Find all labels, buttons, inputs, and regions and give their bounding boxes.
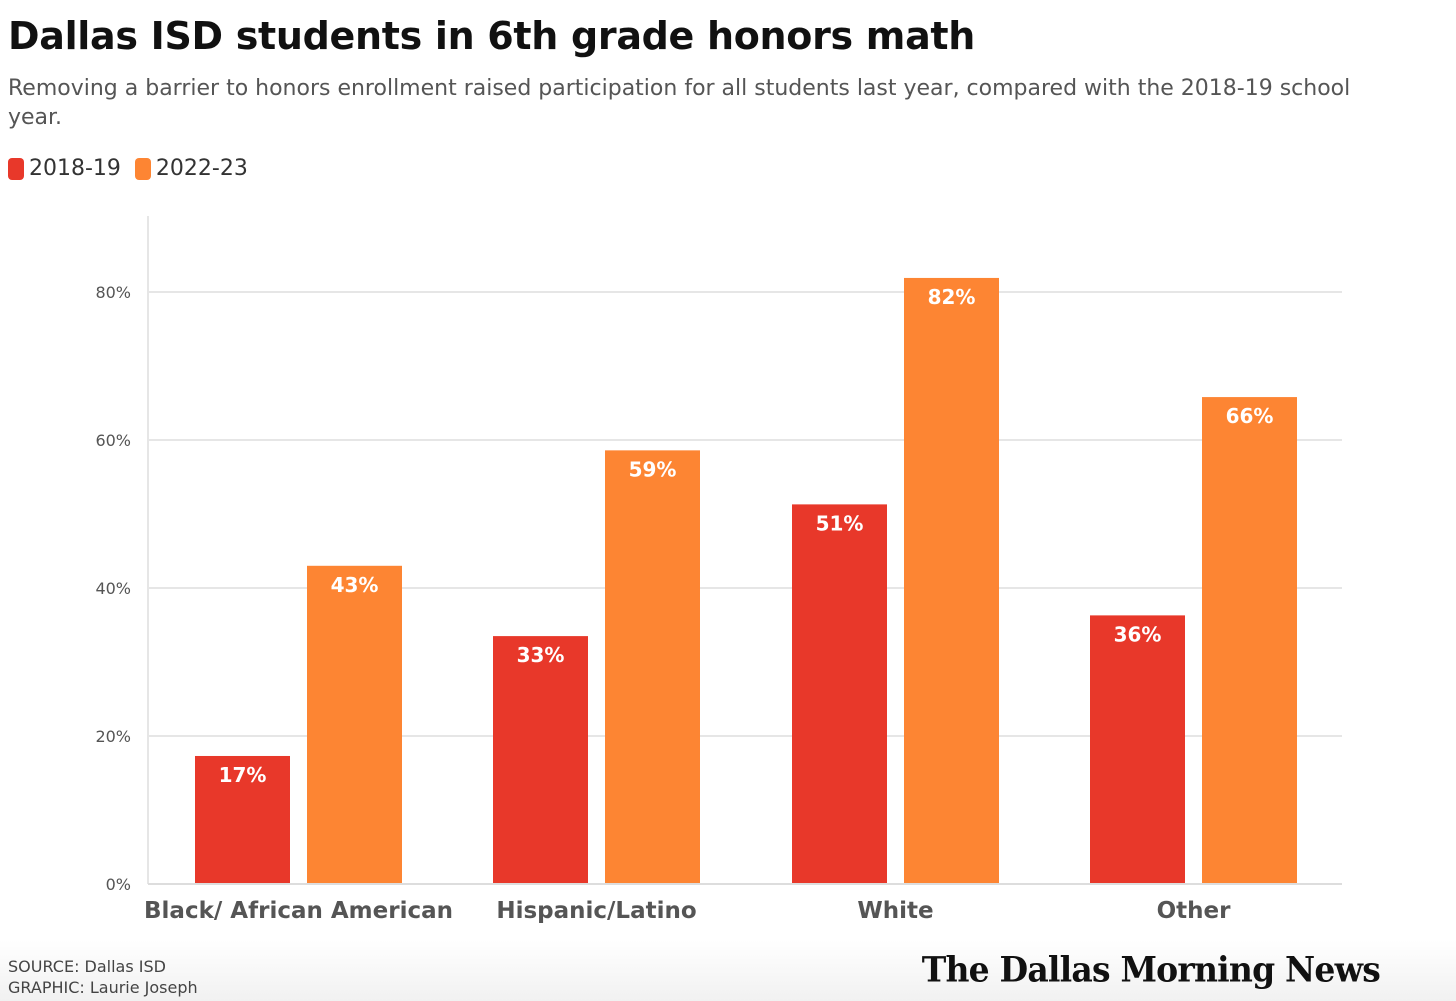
- x-tick-label-hispanic-latino: Hispanic/Latino: [496, 898, 696, 924]
- legend-label-2022-23: 2022-23: [155, 156, 248, 181]
- x-tick-label-black-african-american: Black/ African American: [144, 898, 453, 924]
- legend-swatch-2022-23: [134, 157, 151, 180]
- chart-title: Dallas ISD students in 6th grade honors …: [8, 14, 976, 58]
- y-tick-label-20: 20%: [95, 727, 131, 746]
- data-label-hispanic-latino-2018-19: 33%: [517, 643, 565, 667]
- bar-other-2018-19: [1090, 615, 1185, 884]
- bar-black-african-american-2018-19: [195, 755, 290, 884]
- source-line: SOURCE: Dallas ISD: [8, 957, 166, 976]
- bar-hispanic-latino-2022-23: [605, 450, 700, 884]
- legend: 2018-19 2022-23: [8, 156, 262, 181]
- legend-item-2022-23[interactable]: 2022-23: [134, 156, 248, 181]
- x-tick-label-white: White: [857, 898, 933, 924]
- data-label-hispanic-latino-2022-23: 59%: [629, 457, 677, 481]
- legend-swatch-2018-19: [8, 157, 24, 180]
- data-label-other-2018-19: 36%: [1114, 622, 1162, 646]
- footer-background: [0, 940, 1456, 1001]
- data-label-other-2022-23: 66%: [1226, 404, 1274, 428]
- y-tick-label-0: 0%: [106, 875, 131, 894]
- data-label-white-2018-19: 51%: [816, 511, 864, 535]
- x-tick-label-other: Other: [1157, 898, 1232, 924]
- bar-black-african-american-2022-23: [307, 565, 402, 884]
- publisher-logo: The Dallas Morning News: [921, 949, 1381, 990]
- graphic-credit: GRAPHIC: Laurie Joseph: [8, 978, 198, 997]
- legend-item-2018-19[interactable]: 2018-19: [8, 156, 121, 181]
- data-label-black-african-american-2022-23: 43%: [331, 573, 379, 597]
- data-label-black-african-american-2018-19: 17%: [219, 763, 267, 787]
- legend-label-2018-19: 2018-19: [29, 156, 121, 181]
- source-credit: SOURCE: Dallas ISD GRAPHIC: Laurie Josep…: [8, 956, 198, 998]
- data-label-white-2022-23: 82%: [928, 285, 976, 309]
- y-tick-label-80: 80%: [95, 283, 131, 302]
- y-tick-label-60: 60%: [95, 431, 131, 450]
- y-tick-label-40: 40%: [95, 579, 131, 598]
- chart-subtitle: Removing a barrier to honors enrollment …: [8, 76, 1351, 130]
- bar-other-2022-23: [1202, 397, 1297, 884]
- bar-white-2018-19: [792, 504, 887, 884]
- bar-hispanic-latino-2018-19: [493, 636, 588, 884]
- bar-white-2022-23: [904, 277, 999, 884]
